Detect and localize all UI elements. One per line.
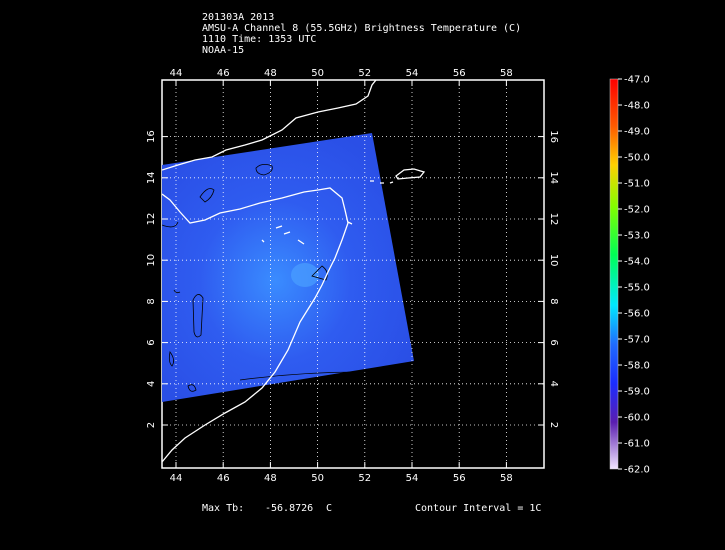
lat-label-right-4: 4 xyxy=(548,381,559,387)
coastline-africa xyxy=(162,187,349,463)
colorbar-label: -57.0 xyxy=(624,335,650,346)
coastline-arabia xyxy=(162,80,377,171)
lat-label-left-2: 2 xyxy=(146,422,157,428)
lat-label-left-16: 16 xyxy=(146,130,157,143)
colorbar-label: -55.0 xyxy=(624,283,650,294)
lon-label-top-46: 46 xyxy=(217,68,230,79)
lon-label-top-50: 50 xyxy=(311,68,324,79)
contour-8 xyxy=(162,221,179,228)
colorbar-label: -58.0 xyxy=(624,361,650,372)
small-islands xyxy=(370,180,394,184)
lon-label-bottom-48: 48 xyxy=(264,473,277,484)
lat-label-right-8: 8 xyxy=(548,298,559,304)
axis-ticks xyxy=(162,80,544,468)
contour-5 xyxy=(168,351,174,367)
contour-interval: Contour Interval = 1C xyxy=(415,503,542,514)
title-satellite: NOAA-15 xyxy=(202,45,245,56)
lon-label-top-58: 58 xyxy=(500,68,513,79)
title-product: AMSU-A Channel 8 (55.5GHz) Brightness Te… xyxy=(202,23,522,34)
max-tb-label: Max Tb: xyxy=(202,503,245,514)
lat-label-right-16: 16 xyxy=(548,130,559,143)
lon-label-top-54: 54 xyxy=(406,68,419,79)
colorbar-label: -49.0 xyxy=(624,127,650,138)
grid-lines xyxy=(162,80,544,468)
contour-1 xyxy=(255,164,273,176)
colorbar-label: -47.0 xyxy=(624,75,650,86)
lon-label-bottom-58: 58 xyxy=(500,473,513,484)
max-tb-value: -56.8726 xyxy=(265,503,314,514)
max-tb-unit: C xyxy=(326,503,333,514)
lon-label-bottom-52: 52 xyxy=(358,473,371,484)
contour-3 xyxy=(311,265,328,281)
colorbar-label: -61.0 xyxy=(624,439,650,450)
colorbar-label: -60.0 xyxy=(624,413,650,424)
lon-label-bottom-50: 50 xyxy=(311,473,324,484)
lat-label-left-8: 8 xyxy=(146,298,157,304)
colorbar-label: -54.0 xyxy=(624,257,650,268)
socotra-island xyxy=(395,168,426,180)
lat-label-left-6: 6 xyxy=(146,339,157,345)
lat-label-left-4: 4 xyxy=(146,381,157,387)
warm-spot xyxy=(291,263,319,287)
colorbar-label: -51.0 xyxy=(624,179,650,190)
lat-label-left-14: 14 xyxy=(146,171,157,184)
lat-label-right-2: 2 xyxy=(548,422,559,428)
lon-label-bottom-56: 56 xyxy=(453,473,466,484)
colorbar-label: -59.0 xyxy=(624,387,650,398)
colorbar-label: -52.0 xyxy=(624,205,650,216)
offshore-islands xyxy=(261,221,353,245)
colorbar-label: -53.0 xyxy=(624,231,650,242)
lon-label-bottom-44: 44 xyxy=(170,473,183,484)
colorbar-labels: -47.0 -48.0 -49.0 -50.0 -51.0 -52.0 -53.0 -54.0… xyxy=(618,75,650,476)
lat-label-right-12: 12 xyxy=(548,213,559,226)
colorbar-label: -62.0 xyxy=(624,465,650,476)
lat-label-right-6: 6 xyxy=(548,339,559,345)
contour-9 xyxy=(173,289,181,294)
lon-label-top-52: 52 xyxy=(358,68,371,79)
colorbar-label: -48.0 xyxy=(624,101,650,112)
colorbar-label: -56.0 xyxy=(624,309,650,320)
title-time: 1110 Time: 1353 UTC xyxy=(202,34,317,45)
lon-label-top-56: 56 xyxy=(453,68,466,79)
lon-label-top-48: 48 xyxy=(264,68,277,79)
lat-label-right-14: 14 xyxy=(548,171,559,184)
contour-2 xyxy=(199,188,215,203)
lat-label-left-12: 12 xyxy=(146,213,157,226)
lon-label-bottom-46: 46 xyxy=(217,473,230,484)
title-date: 201303A 2013 xyxy=(202,12,275,23)
lon-label-top-44: 44 xyxy=(170,68,183,79)
swath-area xyxy=(162,133,414,402)
lat-label-right-10: 10 xyxy=(548,254,559,267)
colorbar xyxy=(609,78,619,470)
contour-6 xyxy=(187,384,197,392)
colorbar-label: -50.0 xyxy=(624,153,650,164)
contour-4 xyxy=(192,294,204,338)
lon-label-bottom-54: 54 xyxy=(406,473,419,484)
coastlines xyxy=(162,80,426,463)
lat-label-left-10: 10 xyxy=(146,254,157,267)
